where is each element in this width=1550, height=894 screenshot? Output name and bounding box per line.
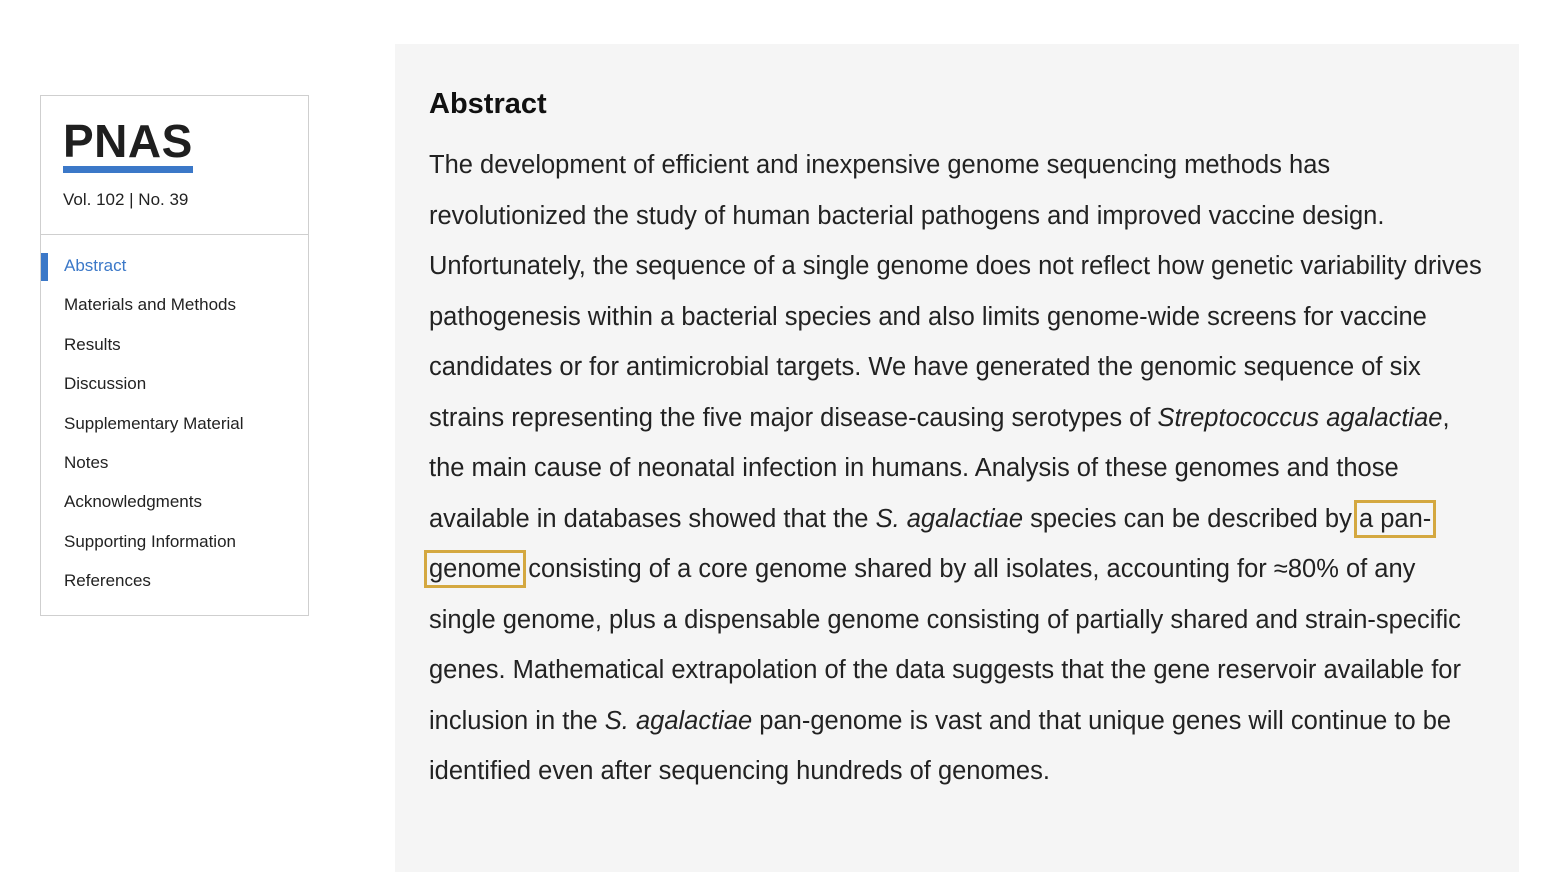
species-name: Streptococcus agalactiae (1157, 403, 1443, 432)
nav-item-abstract[interactable]: Abstract (41, 253, 308, 292)
nav-item-acknowledgments[interactable]: Acknowledgments (64, 492, 202, 512)
abstract-segment: pan-genome is vast and that unique genes… (429, 706, 1452, 786)
abstract-text: The development of efficient and inexpen… (423, 140, 1485, 797)
abstract-segment: The development of efficient and inexpen… (429, 151, 1482, 432)
nav-item-materials-and-methods[interactable]: Materials and Methods (64, 295, 236, 315)
nav-item-supporting-information[interactable]: Supporting Information (64, 531, 236, 551)
species-name: S. agalactiae (875, 504, 1023, 533)
article-sidebar: PNAS Vol. 102 | No. 39 Abstract Material… (40, 95, 309, 616)
nav-item-references[interactable]: References (64, 571, 151, 591)
highlighted-phrase[interactable]: a pan-genome (423, 499, 1437, 588)
volume-issue: Vol. 102 | No. 39 (63, 190, 189, 209)
abstract-heading: Abstract (429, 88, 547, 120)
abstract-panel: Abstract The development of efficient an… (395, 44, 1519, 872)
species-name: S. agalactiae (604, 706, 753, 735)
abstract-segment: , the main cause of neonatal infection i… (429, 403, 1450, 533)
nav-item-discussion[interactable]: Discussion (64, 374, 147, 394)
sidebar-header: PNAS Vol. 102 | No. 39 (41, 96, 308, 235)
abstract-segment: species can be described by (1023, 504, 1359, 533)
nav-item-results[interactable]: Results (64, 334, 121, 354)
nav-item-supplementary-material[interactable]: Supplementary Material (64, 413, 244, 433)
pnas-logo[interactable]: PNAS (63, 118, 193, 173)
abstract-segment: consisting of a core genome shared by al… (429, 555, 1461, 735)
section-nav: Abstract Materials and Methods Results D… (41, 235, 308, 608)
nav-item-notes[interactable]: Notes (64, 452, 109, 472)
